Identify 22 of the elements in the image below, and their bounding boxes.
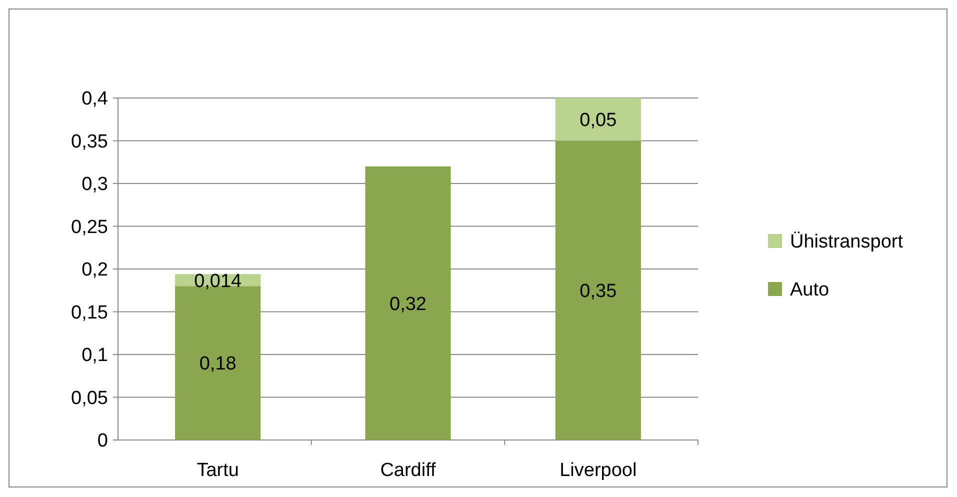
- bar: [365, 166, 451, 440]
- x-tick-label: Cardiff: [380, 460, 437, 481]
- y-tick-label: 0,3: [82, 174, 108, 196]
- y-tick-label: 0,25: [71, 216, 108, 238]
- data-label: 0,32: [390, 294, 426, 315]
- legend-label: Ühistransport: [790, 232, 904, 253]
- y-tick-label: 0,05: [71, 388, 108, 409]
- bar: [555, 140, 641, 440]
- x-tick-label: Tartu: [196, 460, 239, 481]
- y-tick-label: 0,15: [71, 302, 108, 324]
- data-label: 0,18: [199, 354, 236, 375]
- y-tick-label: 0,35: [71, 131, 108, 152]
- legend-label: Auto: [790, 280, 830, 301]
- y-tick-label: 0,4: [82, 88, 108, 110]
- data-label: 0,05: [580, 110, 617, 132]
- y-tick-label: 0: [97, 430, 108, 452]
- bar: [555, 98, 641, 141]
- x-tick-label: Liverpool: [560, 460, 637, 481]
- data-label: 0,35: [580, 281, 617, 302]
- y-tick-label: 0,1: [82, 345, 108, 366]
- y-tick-label: 0,2: [82, 260, 108, 281]
- data-label: 0,014: [194, 270, 242, 292]
